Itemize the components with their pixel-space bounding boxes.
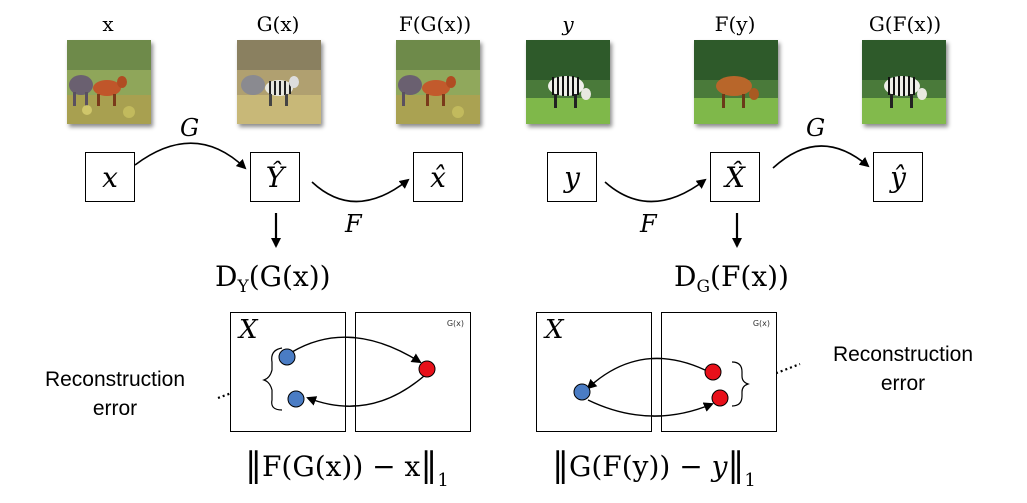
disc-left-main: D bbox=[215, 260, 238, 293]
right-reconstruction-label: Reconstruction error bbox=[808, 340, 998, 398]
right-norm-open: ‖ bbox=[552, 445, 569, 485]
image-reconstructed-horses bbox=[396, 40, 480, 124]
right-red-point-bottom bbox=[711, 389, 729, 407]
left-blue-point-top bbox=[278, 348, 296, 366]
left-loss-sub: 1 bbox=[437, 470, 449, 491]
left-norm-close: ‖ bbox=[420, 445, 438, 485]
label-arrow-f-right: F bbox=[640, 210, 657, 238]
right-blue-point bbox=[573, 383, 591, 401]
discriminator-right: DG(F(x)) bbox=[674, 262, 789, 302]
arrow-g-left bbox=[134, 142, 247, 170]
right-cycle-loss: ‖G(F(y)) − y‖1 bbox=[552, 448, 756, 498]
right-panel-x-label: X bbox=[545, 315, 564, 345]
right-loss-expr: G(F(y)) − bbox=[569, 450, 712, 483]
right-red-point-top bbox=[704, 363, 722, 381]
right-recon-line2: error bbox=[880, 372, 926, 395]
left-recon-line1: Reconstruction bbox=[44, 368, 186, 391]
label-arrow-g-right: G bbox=[806, 114, 826, 142]
label-arrow-g-left: G bbox=[180, 114, 200, 142]
label-y: y bbox=[562, 12, 574, 36]
left-loss-expr: F(G(x)) − x bbox=[262, 450, 421, 483]
image-zebra-to-horse bbox=[694, 40, 778, 124]
image-horse-to-zebra bbox=[237, 40, 321, 124]
left-domain-y-panel: G(x) bbox=[355, 312, 471, 432]
node-x-hat: x̂ bbox=[413, 152, 463, 202]
label-fy: F(y) bbox=[714, 12, 756, 36]
label-fgx: F(G(x)) bbox=[398, 12, 472, 36]
left-panel-x-label: X bbox=[239, 315, 258, 345]
discriminator-left: DY(G(x)) bbox=[215, 262, 331, 302]
disc-right-main: D bbox=[674, 260, 697, 293]
node-y-hat-small: ŷ bbox=[873, 152, 923, 202]
node-x-hat-cap: X̂ bbox=[710, 152, 760, 202]
image-zebra bbox=[526, 40, 610, 124]
node-y-hat: Ŷ bbox=[250, 152, 300, 202]
left-domain-x-panel: X bbox=[230, 312, 346, 432]
disc-left-arg: (G(x)) bbox=[248, 260, 331, 293]
left-blue-point-bottom bbox=[287, 390, 305, 408]
label-arrow-f-left: F bbox=[345, 210, 362, 238]
left-red-point bbox=[418, 360, 436, 378]
image-horses bbox=[67, 40, 151, 124]
image-reconstructed-zebra bbox=[862, 40, 946, 124]
label-gfx: G(F(x)) bbox=[868, 12, 942, 36]
node-y: y bbox=[547, 152, 597, 202]
disc-right-arg: (F(x)) bbox=[710, 260, 789, 293]
label-x: x bbox=[102, 12, 114, 36]
disc-left-sub: Y bbox=[237, 277, 249, 297]
right-loss-var: y bbox=[711, 450, 728, 483]
node-x: x bbox=[85, 152, 135, 202]
label-gx: G(x) bbox=[256, 12, 300, 36]
right-dotted-line bbox=[747, 362, 801, 386]
arrow-f-left bbox=[311, 178, 410, 203]
left-reconstruction-label: Reconstruction error bbox=[20, 365, 210, 423]
left-panel-tiny-label: G(x) bbox=[446, 319, 464, 328]
left-recon-line2: error bbox=[92, 397, 138, 420]
arrow-f-right bbox=[604, 178, 707, 203]
arrow-g-right bbox=[772, 145, 870, 169]
right-loss-sub: 1 bbox=[744, 470, 756, 491]
right-panel-tiny-label: G(x) bbox=[752, 319, 770, 328]
disc-right-sub: G bbox=[696, 277, 711, 297]
left-cycle-loss: ‖F(G(x)) − x‖1 bbox=[245, 448, 449, 498]
right-norm-close: ‖ bbox=[727, 445, 745, 485]
left-norm-open: ‖ bbox=[245, 445, 262, 485]
right-domain-x-panel: X bbox=[536, 312, 652, 432]
right-recon-line1: Reconstruction bbox=[832, 343, 974, 366]
